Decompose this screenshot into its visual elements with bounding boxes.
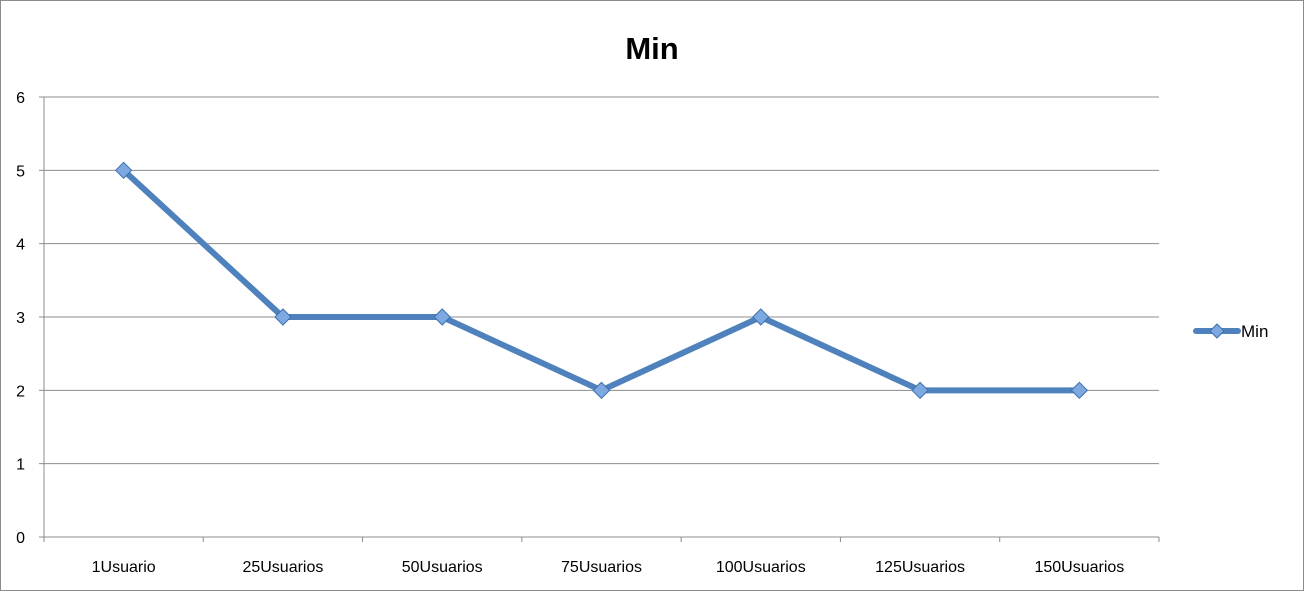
legend-label: Min: [1241, 322, 1268, 341]
gridlines: [44, 96, 1159, 465]
data-point-marker: [1070, 381, 1089, 400]
x-axis-ticks: 1Usuario 25Usuarios 50Usuarios 75Usuarios 10…: [43, 537, 1160, 576]
x-tick-label: 150Usuarios: [1034, 559, 1124, 576]
y-tick-label: 4: [16, 237, 25, 254]
series-line: [120, 167, 1083, 394]
data-point-marker: [433, 308, 451, 326]
y-axis-ticks: 0 1 2 3 4 5 6: [16, 90, 44, 547]
y-tick-label: 1: [16, 457, 25, 474]
legend: Min: [1193, 322, 1268, 341]
x-tick-label: 1Usuario: [92, 559, 156, 576]
data-point-marker: [274, 308, 292, 326]
data-point-marker: [592, 381, 611, 400]
x-tick-label: 125Usuarios: [875, 559, 965, 576]
y-tick-label: 0: [16, 530, 25, 547]
chart-title: Min: [625, 31, 678, 66]
x-tick-label: 75Usuarios: [561, 559, 642, 576]
x-tick-label: 50Usuarios: [402, 559, 483, 576]
y-tick-label: 3: [16, 310, 25, 327]
y-tick-label: 5: [16, 163, 25, 180]
data-point-marker: [752, 308, 770, 326]
legend-marker: [1209, 323, 1225, 339]
x-tick-label: 25Usuarios: [242, 559, 323, 576]
data-point-marker: [114, 161, 133, 180]
y-tick-label: 2: [16, 383, 25, 400]
x-tick-label: 100Usuarios: [716, 559, 806, 576]
series-group: [114, 161, 1089, 400]
y-tick-label: 6: [16, 90, 25, 107]
data-point-marker: [911, 381, 929, 400]
